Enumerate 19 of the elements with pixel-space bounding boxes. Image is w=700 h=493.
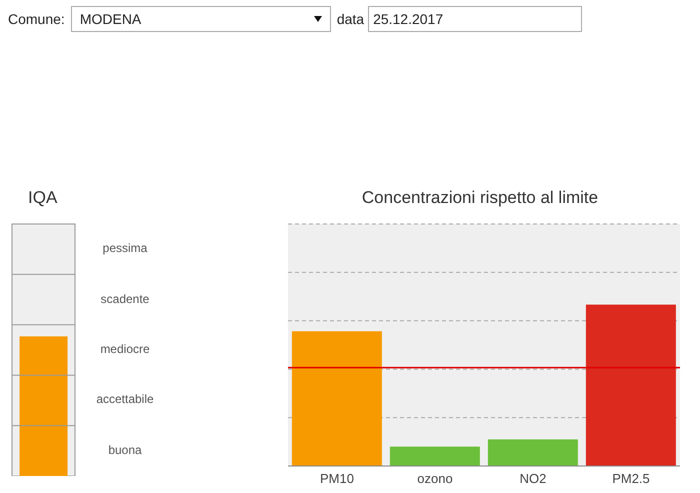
text: buona xyxy=(107,442,143,457)
text: 25.12.2017 xyxy=(368,6,582,32)
bar xyxy=(390,446,480,466)
text: scadente xyxy=(100,292,150,306)
bar xyxy=(488,439,578,466)
x-tick-label: PM2.5 xyxy=(612,471,650,486)
chart-title: IQA xyxy=(28,188,58,209)
text: Comune: xyxy=(8,11,65,27)
x-tick-label: ozono xyxy=(417,471,453,486)
text: data xyxy=(336,11,364,27)
x-tick-label: PM10 xyxy=(320,471,354,486)
bar xyxy=(586,304,676,466)
x-tick-label: NO2 xyxy=(520,471,546,486)
text: accettabile xyxy=(95,392,155,406)
text: pessima xyxy=(102,241,148,256)
chart-title: Concentrazioni rispetto al limite xyxy=(360,188,600,209)
bar xyxy=(292,331,382,466)
text: mediocre xyxy=(99,342,151,356)
text: MODENA xyxy=(80,11,142,27)
